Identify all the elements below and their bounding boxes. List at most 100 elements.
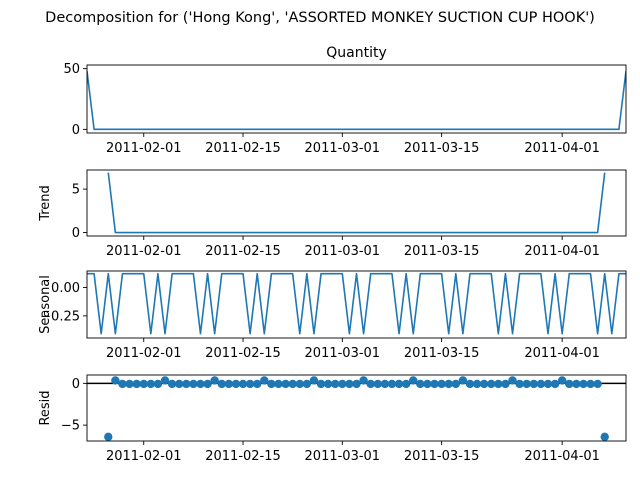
resid-point — [323, 379, 333, 389]
resid-point — [586, 379, 595, 389]
subplot-1: Quantity 2011-02-01 2011-02-15 2011-03-01 20… — [63, 45, 627, 156]
resid-point — [430, 379, 439, 389]
x-tick-label: 2011-03-01 — [305, 244, 381, 259]
y-axis-label: Seasonal — [38, 275, 53, 334]
plot-area — [87, 272, 626, 335]
resid-point — [295, 379, 304, 389]
resid-point — [345, 379, 354, 389]
resid-point — [316, 379, 326, 389]
resid-point — [380, 379, 390, 389]
axes-frame — [86, 64, 627, 134]
resid-point — [387, 379, 397, 389]
x-tick-label: 2011-04-01 — [524, 346, 600, 361]
resid-point — [451, 379, 460, 389]
x-tick-label: 2011-02-01 — [106, 141, 182, 156]
resid-point — [274, 379, 283, 389]
y-tick-label: 50 — [63, 62, 80, 77]
resid-point — [189, 379, 198, 389]
resid-point — [245, 379, 255, 389]
y-axis-label: Resid — [38, 390, 53, 425]
resid-point — [182, 379, 191, 389]
x-tick-label: 2011-04-01 — [524, 244, 600, 259]
resid-point — [167, 379, 177, 389]
resid-point — [437, 379, 446, 389]
y-tick-label: 0 — [72, 377, 80, 392]
resid-point — [409, 376, 418, 385]
resid-point — [231, 379, 241, 389]
x-tick-label: 2011-02-15 — [205, 449, 281, 464]
resid-point — [132, 379, 141, 389]
resid-point — [465, 379, 475, 389]
subplot-4: Resid 2011-02-01 2011-02-15 2011-03-01 2011-… — [38, 374, 627, 464]
x-tick-label: 2011-04-01 — [524, 449, 600, 464]
plot-area — [87, 376, 626, 441]
resid-point — [522, 379, 531, 389]
resid-point — [373, 379, 382, 389]
resid-point — [416, 379, 425, 389]
x-tick-label: 2011-02-15 — [205, 244, 281, 259]
resid-point — [444, 379, 453, 389]
resid-point — [529, 379, 538, 389]
subplot-2: Trend 2011-02-01 2011-02-15 2011-03-01 2011-… — [38, 169, 627, 259]
resid-point — [281, 379, 290, 389]
x-tick-label: 2011-03-15 — [404, 346, 480, 361]
x-tick-label: 2011-03-01 — [305, 141, 381, 156]
resid-point — [104, 432, 113, 441]
x-tick-label: 2011-03-15 — [404, 449, 480, 464]
x-tick-label: 2011-03-01 — [305, 449, 381, 464]
resid-point — [536, 379, 546, 389]
subplot-title: Quantity — [326, 45, 387, 61]
x-tick-label: 2011-03-15 — [404, 244, 480, 259]
subplot-3: Seasonal 2011-02-01 2011-02-15 2011-03-01 20… — [38, 270, 627, 361]
x-tick-label: 2011-02-01 — [106, 346, 182, 361]
plot-area — [87, 70, 626, 131]
resid-point — [302, 379, 312, 389]
resid-point — [458, 376, 468, 385]
plot-area — [107, 172, 606, 234]
series-line — [87, 272, 626, 335]
resid-point — [160, 376, 170, 385]
resid-point — [217, 379, 226, 389]
resid-point — [203, 379, 212, 389]
resid-point — [359, 376, 368, 385]
resid-point — [175, 379, 184, 389]
resid-point — [338, 379, 347, 389]
resid-point — [593, 379, 602, 389]
axes-frame — [86, 270, 627, 339]
resid-point — [508, 376, 517, 385]
resid-point — [210, 376, 219, 385]
resid-point — [118, 379, 127, 389]
x-tick-label: 2011-02-01 — [106, 449, 182, 464]
y-tick-label: −5 — [61, 419, 80, 434]
y-tick-label: 0 — [72, 226, 80, 241]
figure-suptitle: Decomposition for ('Hong Kong', 'ASSORTE… — [45, 10, 595, 26]
resid-point — [146, 379, 156, 389]
axes-frame — [86, 374, 627, 442]
resid-point — [267, 379, 276, 389]
resid-point — [352, 379, 361, 389]
resid-point — [331, 379, 340, 389]
x-tick-label: 2011-03-15 — [404, 141, 480, 156]
resid-point — [579, 379, 588, 389]
resid-point — [366, 379, 375, 389]
resid-point — [125, 379, 134, 389]
series-line — [107, 172, 606, 234]
resid-point — [472, 379, 482, 389]
resid-point — [139, 379, 148, 389]
resid-point — [224, 379, 234, 389]
subplot-panels: Quantity 2011-02-01 2011-02-15 2011-03-01 20… — [38, 45, 627, 464]
y-tick-label: 5 — [72, 183, 80, 198]
resid-point — [196, 379, 205, 389]
resid-point — [238, 379, 248, 389]
series-line — [87, 70, 626, 131]
resid-point — [309, 376, 319, 385]
x-tick-label: 2011-02-15 — [205, 346, 281, 361]
resid-point — [550, 379, 560, 389]
resid-point — [494, 379, 503, 389]
y-axis-label: Trend — [38, 185, 53, 222]
resid-point — [487, 379, 496, 389]
x-tick-label: 2011-02-15 — [205, 141, 281, 156]
resid-point — [600, 432, 609, 441]
resid-point — [153, 379, 163, 389]
